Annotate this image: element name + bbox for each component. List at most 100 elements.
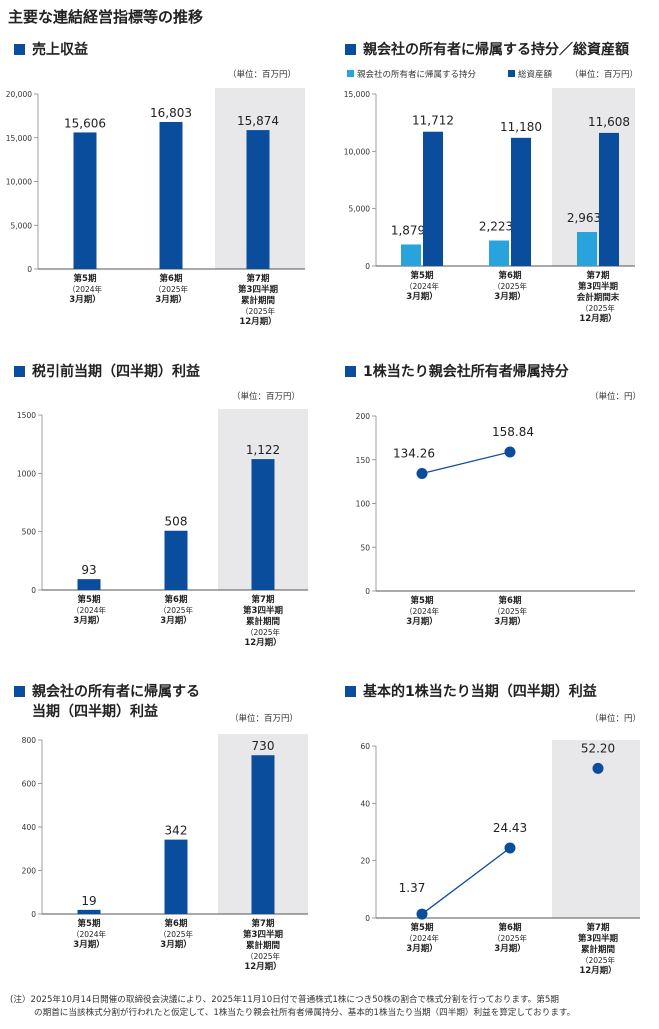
x-category-label: 第3四半期	[243, 605, 283, 616]
x-category-label: 第5期	[74, 273, 97, 284]
footnote-line-1: (注）2025年10月14日開催の取締役会決議により、2025年11月10日付で…	[10, 995, 559, 1005]
x-category-label: 第6期	[499, 922, 522, 933]
y-tick-label: 40	[360, 799, 370, 808]
x-category-label: 12月期）	[244, 961, 281, 972]
x-category-label: 累計期間	[581, 944, 615, 955]
point-value-label: 1.37	[399, 881, 426, 895]
y-tick-label: 0	[31, 910, 36, 919]
y-tick-label: 200	[356, 412, 371, 421]
bar	[251, 459, 275, 590]
chart-title-equity-assets: 親会社の所有者に帰属する持分／総資産額	[345, 40, 629, 60]
bar-value-label: 2,223	[479, 220, 513, 234]
footnote-line-2: の期首に当該株式分割が行われたと仮定して、1株当たり親会社所有者帰属持分、基本的…	[34, 1008, 576, 1018]
y-tick-label: 20,000	[6, 90, 32, 99]
bar	[511, 137, 531, 266]
x-category-label: 累計期間	[246, 616, 280, 627]
x-category-label: 第6期	[165, 594, 188, 605]
chart-title-eps: 基本的1株当たり当期（四半期）利益	[345, 682, 597, 702]
pretax-chart: 050010001500第5期（2024年3月期）第6期（2025年3月期）第7…	[17, 409, 308, 648]
y-tick-label: 0	[27, 265, 32, 274]
x-category-label: （2024年	[405, 606, 440, 616]
x-category-label: 累計期間	[241, 295, 275, 306]
x-category-label: 第3四半期	[578, 281, 618, 292]
point-value-label: 158.84	[492, 425, 534, 439]
title-square-icon	[345, 44, 356, 55]
x-category-label: 第6期	[160, 273, 183, 284]
legend-total-assets: 総資産額	[508, 68, 552, 80]
x-category-label: 12月期）	[579, 965, 616, 976]
bar-value-label: 15,606	[64, 116, 106, 130]
title-square-icon	[345, 366, 356, 377]
title-square-icon	[14, 366, 25, 377]
x-category-label: 累計期間	[246, 940, 280, 951]
x-category-label: 第7期	[252, 918, 275, 929]
y-tick-label: 800	[22, 736, 37, 745]
y-tick-label: 500	[22, 528, 37, 537]
bar	[251, 755, 275, 914]
bar-value-label: 16,803	[150, 106, 192, 120]
legend-swatch-light-icon	[347, 70, 354, 77]
x-category-label: （2024年	[72, 605, 107, 615]
data-point	[504, 446, 516, 458]
bar-value-label: 508	[165, 515, 188, 529]
x-category-label: （2025年	[246, 951, 281, 961]
point-value-label: 52.20	[581, 741, 615, 755]
bar-value-label: 730	[252, 739, 275, 753]
x-category-label: 第3四半期	[238, 284, 278, 295]
x-category-label: 第6期	[499, 595, 522, 606]
bar	[159, 121, 183, 269]
x-category-label: 第6期	[499, 270, 522, 281]
x-category-label: 第5期	[78, 594, 101, 605]
chart-title-pretax: 税引前当期（四半期）利益	[14, 362, 200, 382]
data-point	[592, 762, 604, 774]
bar-value-label: 1,879	[391, 223, 425, 237]
y-tick-label: 10,000	[6, 178, 32, 187]
x-category-label: （2024年	[405, 933, 440, 943]
x-category-label: 3月期）	[406, 943, 437, 954]
y-tick-label: 0	[365, 587, 370, 596]
legend-swatch-dark-icon	[508, 70, 515, 77]
y-tick-label: 400	[22, 823, 37, 832]
x-category-label: 3月期）	[69, 294, 100, 305]
y-tick-label: 150	[356, 456, 371, 465]
chart-title-bps: 1株当たり親会社所有者帰属持分	[345, 362, 569, 382]
bar	[77, 909, 101, 914]
bar-value-label: 11,608	[588, 115, 630, 129]
x-category-label: 会計期間末	[576, 292, 620, 303]
data-point	[416, 908, 428, 920]
series-line	[421, 847, 511, 915]
x-category-label: 第7期	[252, 594, 275, 605]
x-category-label: （2024年	[72, 929, 107, 939]
x-category-label: （2025年	[581, 303, 616, 313]
y-tick-label: 15,000	[344, 90, 370, 99]
unit-label-revenue: （単位：百万円）	[228, 70, 297, 80]
x-category-label: （2025年	[241, 306, 276, 316]
x-category-label: （2025年	[246, 627, 281, 637]
y-tick-label: 0	[365, 262, 370, 271]
bar-value-label: 11,180	[500, 120, 542, 134]
x-category-label: （2024年	[68, 284, 103, 294]
revenue-chart: 05,00010,00015,00020,000第5期（2024年3月期）第6期…	[6, 88, 305, 327]
x-category-label: 12月期）	[244, 637, 281, 648]
bar-value-label: 1,122	[246, 443, 280, 457]
y-tick-label: 5,000	[349, 205, 371, 214]
x-category-label: 第6期	[165, 918, 188, 929]
chart-title-revenue: 売上収益	[14, 40, 88, 60]
y-tick-label: 200	[22, 867, 37, 876]
bar	[164, 530, 188, 590]
x-category-label: 3月期）	[160, 939, 191, 950]
bar	[577, 232, 597, 266]
net-income-chart: 0200400600800第5期（2024年3月期）第6期（2025年3月期）第…	[22, 734, 308, 972]
x-category-label: （2025年	[493, 606, 528, 616]
bar	[423, 131, 443, 266]
x-category-label: （2025年	[581, 955, 616, 965]
y-tick-label: 1500	[17, 411, 36, 420]
bar	[246, 130, 270, 269]
legend-equity: 親会社の所有者に帰属する持分	[347, 68, 476, 80]
page-title: 主要な連結経営指標等の推移	[8, 8, 204, 26]
bar-value-label: 2,963	[567, 211, 601, 225]
unit-label-bps: （単位：円）	[590, 392, 642, 402]
x-category-label: 12月期）	[579, 313, 616, 324]
unit-label-equity-assets: （単位：百万円）	[570, 70, 639, 80]
eps-chart: 0204060第5期（2024年3月期）第6期（2025年3月期）第7期第3四半…	[360, 740, 640, 976]
